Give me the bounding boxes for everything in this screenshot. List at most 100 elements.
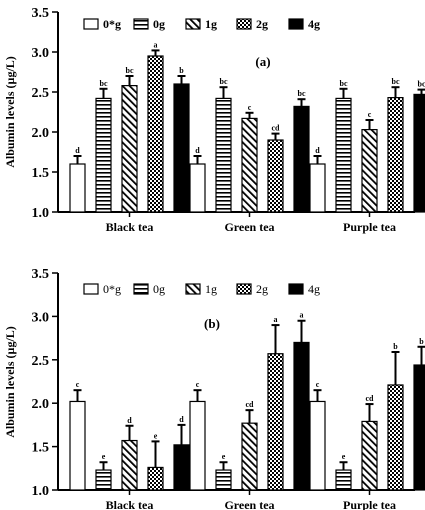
significance-letter: e — [222, 452, 226, 461]
x-tick-label: Black tea — [106, 498, 154, 510]
significance-letter: bc — [298, 89, 306, 98]
legend-label: 4g — [308, 17, 320, 31]
significance-letter: c — [196, 380, 200, 389]
significance-letter: d — [315, 146, 320, 155]
bar-white — [69, 163, 86, 213]
x-tick-label: Green tea — [224, 498, 274, 510]
legend-label: 0g — [153, 282, 165, 296]
y-axis-title: Albumin levels (µg/L) — [3, 326, 17, 438]
significance-letter: d — [195, 146, 200, 155]
bar-checker — [147, 466, 164, 491]
significance-letter: bc — [126, 66, 134, 75]
bar-checker — [267, 353, 284, 491]
bar-white — [309, 163, 326, 213]
legend-label: 0g — [153, 17, 165, 31]
y-tick-label: 1.5 — [32, 166, 50, 181]
y-tick-label: 3.5 — [32, 6, 50, 21]
legend-swatch-black — [288, 18, 304, 30]
bar-diagonal — [361, 129, 378, 213]
legend-swatch-diagonal — [185, 283, 201, 295]
legend-swatch-white — [83, 18, 99, 30]
significance-letter: a — [274, 315, 278, 324]
bar-diagonal — [121, 84, 138, 213]
y-tick-label: 1.0 — [32, 484, 50, 499]
significance-letter: bc — [100, 79, 108, 88]
bar-checker — [387, 96, 404, 213]
y-tick-label: 2.0 — [32, 397, 50, 412]
bar-white — [309, 400, 326, 491]
legend-swatch-white — [83, 283, 99, 295]
significance-letter: b — [179, 66, 184, 75]
bar-black — [413, 364, 425, 491]
significance-letter: cd — [366, 394, 375, 403]
panel-label: (a) — [255, 54, 270, 69]
significance-letter: cd — [272, 124, 281, 133]
legend-label: 1g — [205, 282, 217, 296]
bar-checker — [267, 139, 284, 213]
chart-panel-b: 1.0 1.5 2.0 2.5 3.0 3.5 Albumin levels (µg/L) (… — [3, 267, 425, 510]
significance-letter: b — [393, 342, 398, 351]
significance-letter: bc — [418, 80, 425, 89]
bar-black — [293, 341, 310, 491]
legend-swatch-diagonal — [185, 18, 201, 30]
significance-letter: bc — [340, 79, 348, 88]
bar-white — [69, 400, 86, 491]
y-tick-label: 2.5 — [32, 86, 50, 101]
bar-hlines — [335, 469, 352, 491]
bar-diagonal — [121, 439, 138, 491]
y-tick-label: 1.5 — [32, 441, 50, 456]
bar-diagonal — [241, 422, 258, 491]
legend-swatch-hlines — [133, 283, 149, 295]
significance-letter: c — [76, 380, 80, 389]
significance-letter: d — [75, 146, 80, 155]
significance-letter: d — [179, 415, 184, 424]
legend-label: 0*g — [103, 17, 121, 31]
bar-hlines — [335, 97, 352, 213]
legend-swatch-checker — [236, 18, 252, 30]
bar-hlines — [95, 469, 112, 491]
bar-white — [189, 163, 206, 213]
bar-diagonal — [241, 117, 258, 213]
significance-letter: c — [368, 110, 372, 119]
significance-letter: cd — [246, 400, 255, 409]
y-tick-label: 2.5 — [32, 354, 50, 369]
legend-label: 4g — [308, 282, 320, 296]
bar-hlines — [215, 97, 232, 213]
panel-label: (b) — [204, 316, 220, 331]
bar-checker — [147, 55, 164, 213]
significance-letter: a — [154, 40, 158, 49]
legend-swatch-hlines — [133, 18, 149, 30]
bar-black — [173, 83, 190, 213]
significance-letter: c — [248, 103, 252, 112]
significance-letter: d — [127, 416, 132, 425]
chart-panel-a: 1.0 1.5 2.0 2.5 3.0 3.5 Albumin levels (µg/L) (… — [3, 6, 425, 234]
bar-white — [189, 400, 206, 491]
bar-hlines — [215, 469, 232, 491]
y-tick-label: 3.0 — [32, 310, 50, 325]
significance-letter: bc — [392, 77, 400, 86]
bar-black — [293, 105, 310, 213]
y-axis-title: Albumin levels (µg/L) — [3, 56, 17, 168]
bar-diagonal — [361, 420, 378, 491]
significance-letter: e — [342, 452, 346, 461]
x-tick-label: Green tea — [224, 220, 274, 234]
significance-letter: a — [300, 311, 304, 320]
legend-label: 1g — [205, 17, 217, 31]
legend-swatch-checker — [236, 283, 252, 295]
bar-black — [413, 93, 425, 213]
y-tick-label: 3.5 — [32, 267, 50, 282]
legend-label: 2g — [256, 282, 268, 296]
x-tick-label: Black tea — [106, 220, 154, 234]
legend-label: 0*g — [103, 282, 121, 296]
x-tick-label: Purple tea — [343, 498, 396, 510]
y-tick-label: 2.0 — [32, 126, 50, 141]
significance-letter: c — [316, 380, 320, 389]
significance-letter: b — [419, 337, 424, 346]
legend-swatch-black — [288, 283, 304, 295]
y-tick-label: 3.0 — [32, 46, 50, 61]
bar-hlines — [95, 97, 112, 213]
x-tick-label: Purple tea — [343, 220, 396, 234]
bar-checker — [387, 384, 404, 491]
y-tick-label: 1.0 — [32, 206, 50, 221]
